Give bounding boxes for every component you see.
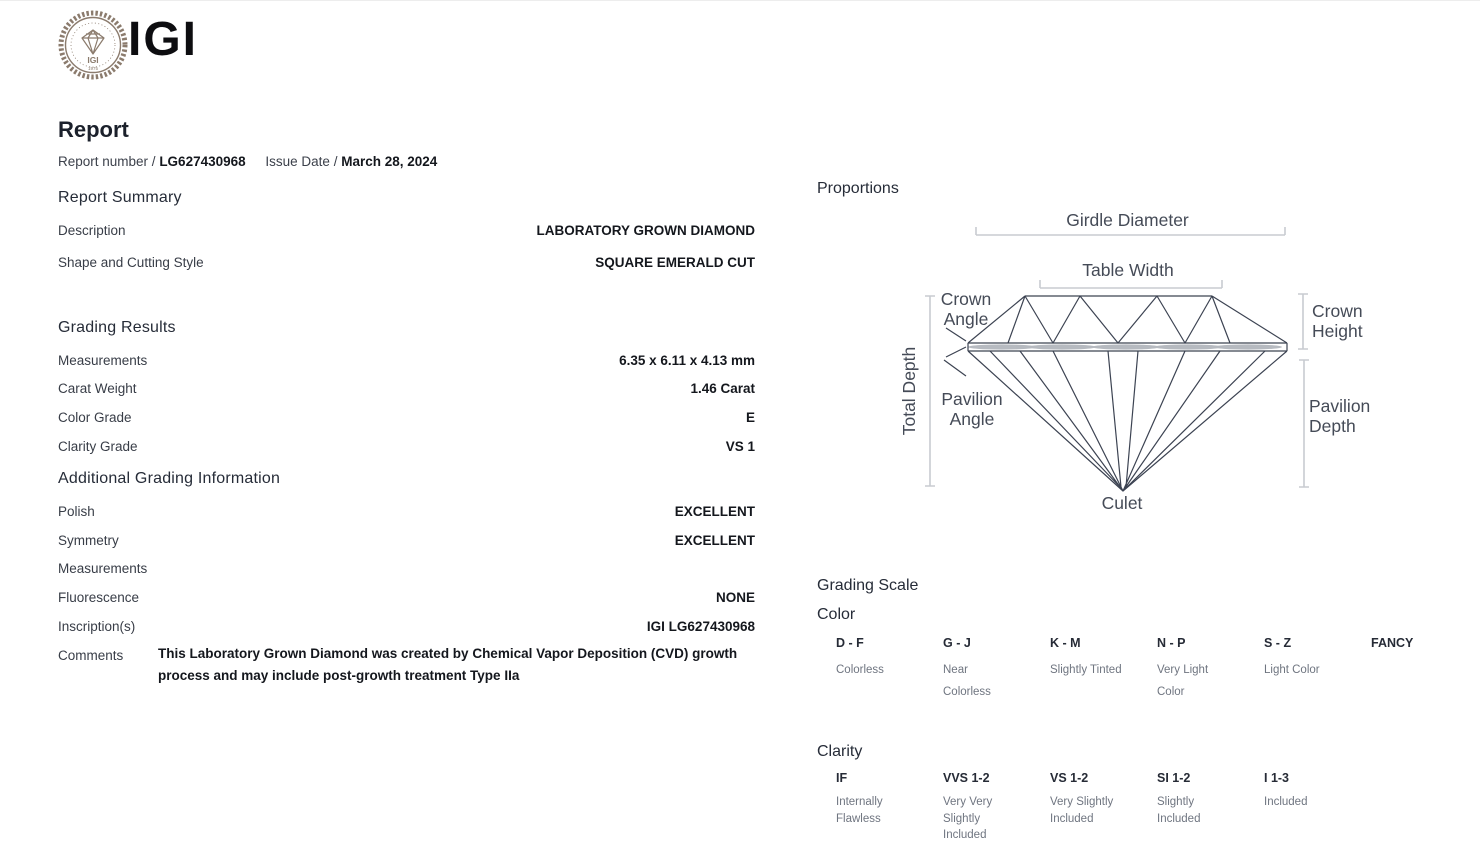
clarity-grade-cell: VS 1-2 Very Slightly Included [1050,771,1114,825]
page-title: Report [58,117,129,142]
row-color-grade: Color Grade E [58,410,755,425]
clarity-scale-heading: Clarity [817,743,863,760]
row-carat-weight: Carat Weight 1.46 Carat [58,381,755,396]
color-grade-cell: G - J Near Colorless [943,636,991,698]
row-shape: Shape and Cutting Style SQUARE EMERALD C… [58,255,755,270]
color-scale: D - F Colorless G - J Near Colorless K -… [836,636,1478,703]
row-description: Description LABORATORY GROWN DIAMOND [58,223,755,238]
label-crown-angle: Crown Angle [940,289,992,329]
report-number: Report number / LG627430968 [58,154,246,169]
label-table-width: Table Width [1082,260,1174,280]
section-grading-results: Grading Results [58,319,176,336]
comments-text: This Laboratory Grown Diamond was create… [158,646,738,683]
color-scale-heading: Color [817,606,856,623]
seal-year: 1975 [88,66,99,71]
report-meta: Report number / LG627430968 Issue Date /… [58,154,453,169]
section-proportions: Proportions [817,180,899,197]
seal-monogram: IGI [87,55,98,65]
color-grade-cell: N - P Very Light Color [1157,636,1209,698]
label-crown-height: Crown Height [1312,301,1363,341]
clarity-grade-cell: VVS 1-2 Very Very Slightly Included [943,771,993,841]
proportions-diagram: Girdle Diameter Table Width Crown Angle … [890,204,1430,539]
row-fluorescence: Fluorescence NONE [58,590,755,605]
label-pavilion-depth: Pavilion Depth [1309,396,1371,436]
section-grading-scale: Grading Scale [817,577,919,594]
label-total-depth: Total Depth [899,346,919,436]
clarity-grade-cell: I 1-3 Included [1264,771,1308,808]
row-measurements-2: Measurements [58,561,148,576]
clarity-grade-cell: SI 1-2 Slightly Included [1157,771,1201,825]
color-grade-cell: FANCY [1371,636,1414,650]
label-girdle-diameter: Girdle Diameter [1066,210,1189,230]
issue-date: Issue Date / March 28, 2024 [265,154,438,169]
row-polish: Polish EXCELLENT [58,504,755,519]
color-grade-cell: S - Z Light Color [1264,636,1320,676]
clarity-grade-cell: IF Internally Flawless [836,771,883,825]
section-additional-info: Additional Grading Information [58,470,281,487]
row-symmetry: Symmetry EXCELLENT [58,533,755,548]
row-measurements: Measurements 6.35 x 6.11 x 4.13 mm [58,353,755,368]
color-grade-cell: D - F Colorless [836,636,884,676]
diamond-profile-drawing [925,227,1309,492]
row-inscriptions: Inscription(s) IGI LG627430968 [58,619,755,634]
section-report-summary: Report Summary [58,189,182,206]
label-pavilion-angle: Pavilion Angle [941,389,1003,429]
igi-wordmark: IGI [128,13,199,66]
clarity-scale: IF Internally Flawless VVS 1-2 Very Very… [836,771,1371,844]
color-grade-cell: K - M Slightly Tinted [1050,636,1122,676]
igi-seal-icon: IGI 1975 [58,10,128,80]
row-comments: Comments [58,648,124,663]
row-clarity-grade: Clarity Grade VS 1 [58,439,755,454]
label-culet: Culet [1101,493,1143,513]
